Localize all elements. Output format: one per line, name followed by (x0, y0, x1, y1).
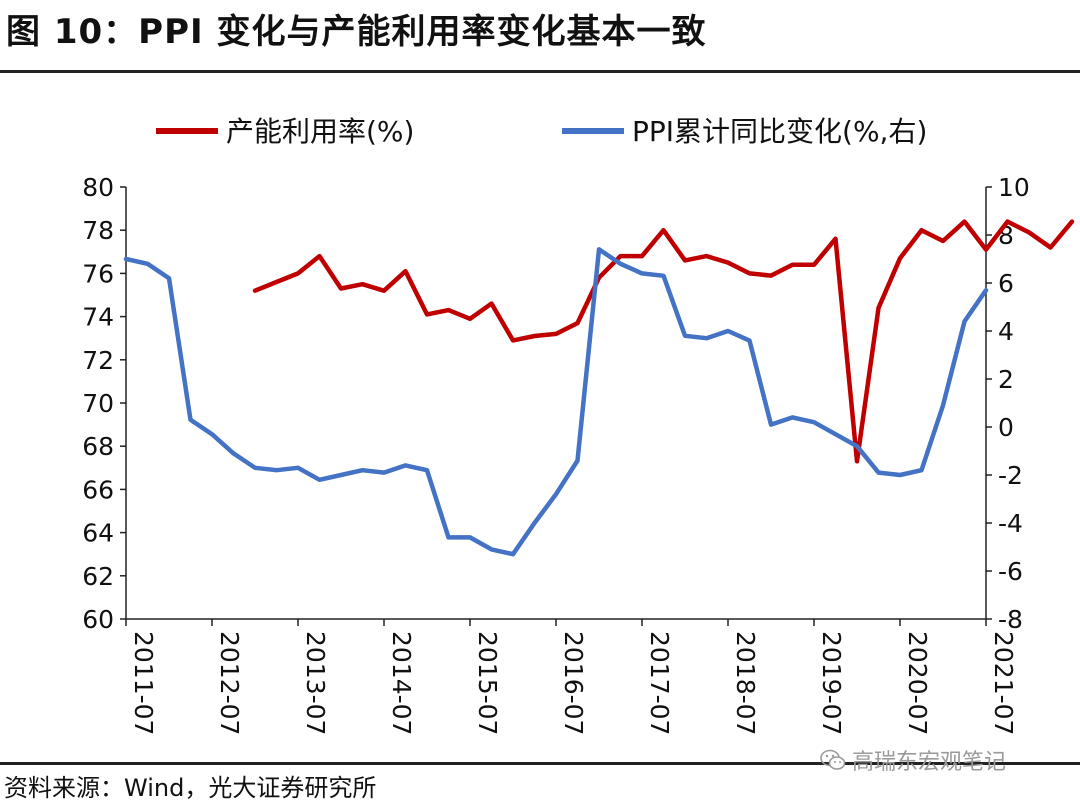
x-tick-label: 2018-07 (731, 631, 760, 735)
x-tick-label: 2020-07 (903, 631, 932, 735)
title-rule (0, 70, 1080, 73)
left-tick-label: 74 (82, 303, 114, 332)
left-tick-label: 68 (82, 432, 114, 461)
left-tick-label: 64 (82, 519, 114, 548)
footer-rule (0, 762, 1080, 765)
chart: 产能利用率(%) PPI累计同比变化(%,右) 6062646668707274… (82, 115, 1075, 735)
x-tick-label: 2021-07 (989, 631, 1018, 735)
capacity-line (252, 219, 1075, 464)
watermark: 高瑞东宏观笔记 (820, 744, 1006, 776)
left-tick-label: 78 (82, 216, 114, 245)
right-tick-label: -8 (998, 605, 1023, 634)
series-ppi (123, 247, 989, 557)
legend: 产能利用率(%) PPI累计同比变化(%,右) (156, 115, 927, 148)
ppi-line (123, 247, 989, 557)
left-tick-label: 80 (82, 173, 114, 202)
right-tick-label: 10 (998, 173, 1030, 202)
x-tick-label: 2014-07 (387, 631, 416, 735)
left-tick-label: 72 (82, 346, 114, 375)
legend-label-capacity: 产能利用率(%) (226, 115, 414, 148)
left-tick-label: 66 (82, 475, 114, 504)
watermark-text: 高瑞东宏观笔记 (852, 750, 1007, 775)
x-tick-label: 2016-07 (559, 631, 588, 735)
left-tick-label: 70 (82, 389, 114, 418)
x-tick-label: 2019-07 (817, 631, 846, 735)
x-tick-label: 2011-07 (129, 631, 158, 735)
right-tick-label: 2 (998, 365, 1014, 394)
axes: 6062646668707274767880-8-6-4-20246810201… (82, 173, 1030, 735)
series-capacity (252, 219, 1075, 464)
right-tick-label: 6 (998, 269, 1014, 298)
legend-label-ppi: PPI累计同比变化(%,右) (632, 115, 927, 148)
left-tick-label: 60 (82, 605, 114, 634)
right-tick-label: -4 (998, 509, 1023, 538)
page-title: 图 10：PPI 变化与产能利用率变化基本一致 (6, 12, 707, 52)
x-tick-label: 2012-07 (215, 631, 244, 735)
left-tick-label: 62 (82, 562, 114, 591)
source-note: 资料来源：Wind，光大证券研究所 (4, 774, 377, 802)
x-tick-label: 2013-07 (301, 631, 330, 735)
wechat-icon (820, 749, 846, 770)
x-tick-label: 2015-07 (473, 631, 502, 735)
right-tick-label: 0 (998, 413, 1014, 442)
right-tick-label: -2 (998, 461, 1023, 490)
x-tick-label: 2017-07 (645, 631, 674, 735)
left-tick-label: 76 (82, 259, 114, 288)
right-tick-label: -6 (998, 557, 1023, 586)
right-tick-label: 4 (998, 317, 1014, 346)
